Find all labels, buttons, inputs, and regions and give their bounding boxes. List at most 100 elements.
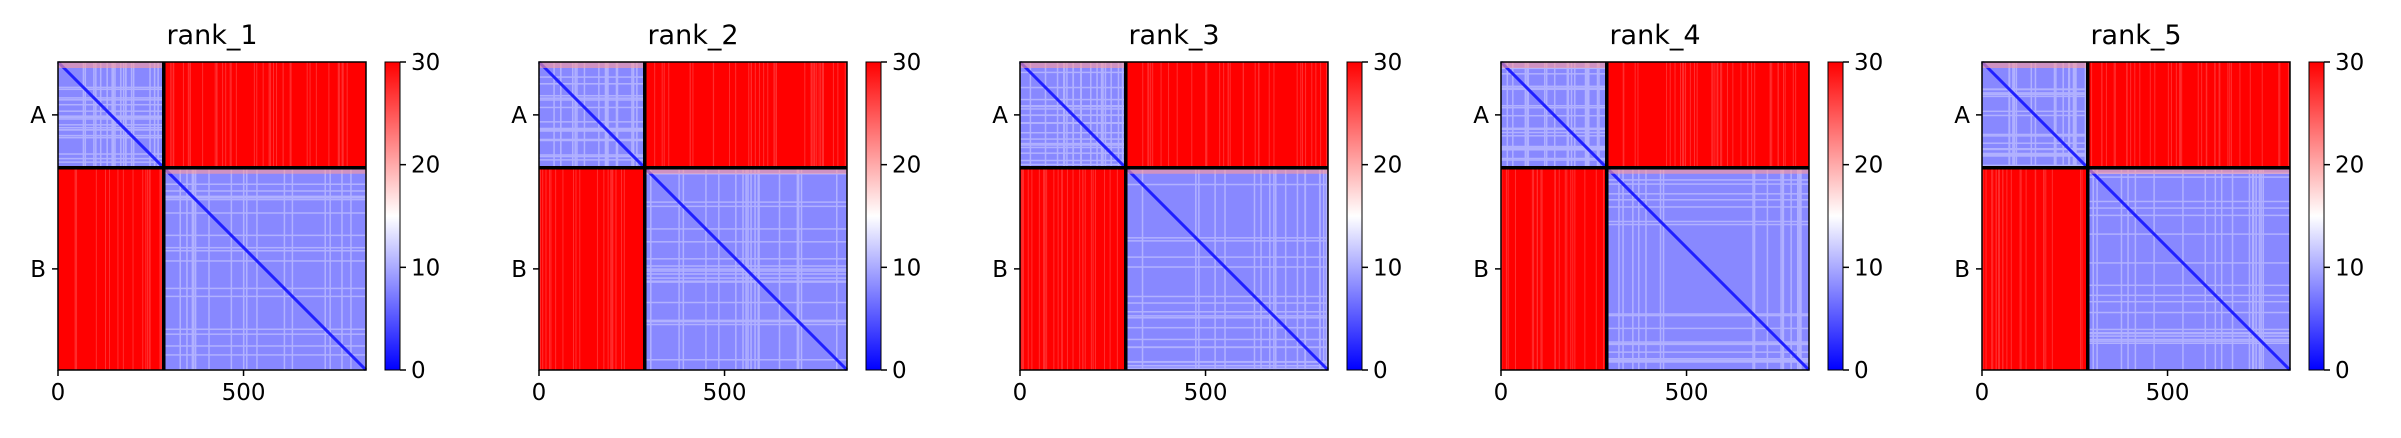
colorbar-tick-label: 30	[892, 50, 921, 76]
texture-col	[750, 167, 752, 370]
texture-row	[1020, 131, 1126, 134]
texture-line	[145, 62, 147, 370]
texture-row	[1501, 135, 1607, 137]
texture-col	[560, 62, 562, 168]
texture-line	[1044, 62, 1046, 370]
texture-line	[76, 62, 78, 370]
texture-row	[1020, 71, 1126, 74]
texture-row	[1501, 127, 1607, 130]
texture-col	[1080, 62, 1082, 168]
y-tick-label: B	[992, 257, 1008, 283]
texture-col	[598, 62, 600, 168]
texture-row	[163, 246, 366, 249]
texture-col	[230, 167, 233, 370]
texture-col	[754, 167, 756, 370]
texture-line	[545, 62, 547, 370]
texture-row	[2087, 233, 2290, 235]
texture-row	[1606, 341, 1809, 343]
texture-col	[678, 167, 680, 370]
texture-row	[1982, 164, 2088, 167]
heatmap-frame	[1500, 61, 1810, 371]
texture-line	[1566, 62, 1568, 370]
texture-col	[1618, 167, 1620, 370]
texture-row	[2087, 200, 2290, 203]
pae-panel-5: rank_5 A B 0 500 0 10 20 30	[1954, 20, 2364, 406]
texture-row	[644, 173, 847, 175]
colorbar-frame	[384, 61, 401, 371]
texture-col	[1100, 62, 1103, 168]
texture-col	[112, 62, 115, 168]
colorbar-tick-label: 20	[1373, 153, 1402, 179]
texture-col	[757, 167, 759, 370]
texture-col	[1526, 62, 1528, 168]
colorbar	[1347, 62, 1362, 370]
y-tick-label: A	[992, 103, 1008, 129]
texture-line	[1043, 62, 1045, 370]
texture-line	[117, 62, 119, 370]
texture-col	[1797, 167, 1799, 370]
texture-line	[1021, 62, 1023, 370]
texture-line	[1061, 62, 1063, 370]
texture-line	[147, 62, 149, 370]
texture-row	[2087, 207, 2290, 209]
panel-title: rank_3	[1128, 20, 1219, 51]
texture-line	[542, 62, 544, 370]
texture-row	[2087, 262, 2290, 264]
texture-row	[58, 99, 164, 101]
texture-col	[2084, 62, 2087, 168]
texture-row	[163, 196, 366, 199]
texture-col	[2053, 62, 2056, 168]
block-chain-B-diagonal	[2086, 166, 2292, 372]
texture-col	[1110, 62, 1112, 168]
texture-line	[1027, 62, 1029, 370]
y-tick-label: B	[1954, 257, 1970, 283]
texture-row	[1125, 346, 1328, 349]
texture-row	[2087, 214, 2290, 217]
x-tick-label: 500	[703, 380, 747, 406]
texture-line	[610, 62, 612, 370]
texture-line	[1021, 62, 1023, 370]
texture-col	[2013, 62, 2016, 168]
block-chain-B-texture	[644, 167, 847, 370]
texture-row	[1606, 313, 1809, 315]
texture-col	[1588, 62, 1590, 168]
texture-col	[1752, 167, 1754, 370]
texture-col	[2072, 62, 2075, 168]
block-chain-A-terminus-row	[1020, 62, 1126, 68]
texture-line	[621, 62, 623, 370]
texture-col	[2073, 62, 2076, 168]
texture-col	[1753, 167, 1756, 370]
texture-col	[191, 167, 194, 370]
texture-line	[1038, 62, 1040, 370]
texture-row	[1125, 317, 1328, 319]
texture-row	[644, 359, 847, 361]
panel-title: rank_4	[1609, 20, 1700, 51]
texture-col	[1195, 167, 1197, 370]
texture-line	[1514, 62, 1516, 370]
texture-row	[163, 212, 366, 214]
texture-line	[149, 62, 151, 370]
texture-row	[1501, 106, 1607, 109]
texture-col	[1304, 167, 1306, 370]
y-tick-label: B	[30, 257, 46, 283]
texture-col	[2204, 167, 2207, 370]
texture-row	[644, 258, 847, 260]
texture-row	[58, 124, 164, 126]
texture-col	[1253, 167, 1256, 370]
texture-line	[1094, 62, 1096, 370]
texture-col	[114, 62, 116, 168]
texture-col	[1056, 62, 1059, 168]
texture-row	[163, 295, 366, 298]
block-chain-B-terminus-row	[2087, 167, 2290, 174]
texture-row	[2087, 332, 2290, 335]
texture-row	[58, 103, 164, 106]
texture-line	[1507, 62, 1509, 370]
texture-line	[1505, 62, 1507, 370]
colorbar-frame	[865, 61, 882, 371]
texture-col	[2096, 167, 2098, 370]
colorbar-tick-label: 0	[2335, 358, 2350, 384]
texture-col	[2127, 167, 2129, 370]
texture-col	[2262, 167, 2264, 370]
texture-row	[1125, 256, 1328, 258]
texture-col	[1063, 62, 1066, 168]
